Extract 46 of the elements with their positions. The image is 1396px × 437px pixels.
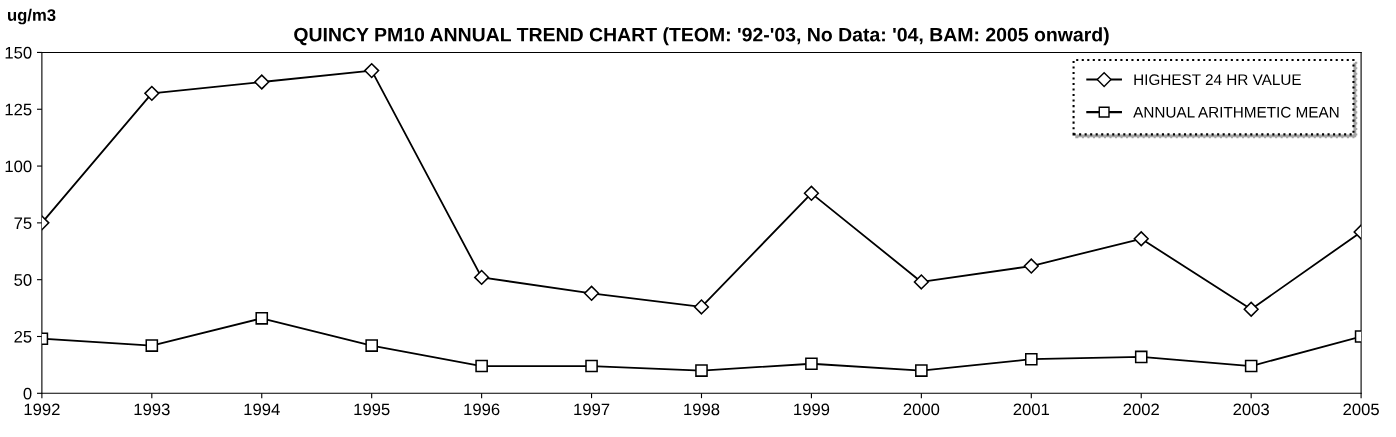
legend-label: ANNUAL ARITHMETIC MEAN [1133, 106, 1339, 118]
point [473, 269, 490, 286]
y-axis-title: ug/m3 [8, 8, 56, 25]
y-tick-label: 25 [14, 330, 32, 343]
x-tick-label: 1996 [464, 403, 500, 416]
point [695, 364, 708, 377]
point [1243, 301, 1259, 317]
y-tick-label: 75 [14, 217, 32, 230]
x-tick-label: 1993 [134, 403, 170, 416]
point [805, 357, 818, 371]
x-tick-label: 1992 [24, 403, 60, 416]
x-tick-label: 2000 [903, 403, 940, 416]
point [1023, 258, 1039, 274]
x-tick-label: 1999 [794, 403, 830, 416]
point [255, 311, 269, 325]
legend-label: HIGHEST 24 HR VALUE [1134, 74, 1301, 86]
x-tick-label: 2005 [1343, 403, 1379, 416]
point [1134, 350, 1148, 364]
point [475, 359, 488, 373]
point [1133, 231, 1149, 247]
x-tick-label: 2002 [1123, 403, 1159, 416]
x-tick-label: 1998 [684, 403, 720, 416]
point [803, 185, 820, 201]
y-tick-label: 50 [14, 274, 32, 286]
point [1024, 352, 1038, 366]
point [1244, 359, 1258, 373]
y-tick-label: 0 [23, 387, 32, 400]
point [364, 62, 380, 79]
point [585, 359, 598, 373]
y-tick-label: 150 [5, 46, 32, 59]
y-tick-label: 125 [5, 103, 32, 116]
x-tick-label: 1995 [354, 403, 390, 416]
point [915, 364, 928, 377]
x-tick-label: 1994 [244, 403, 280, 416]
point [145, 339, 159, 352]
x-tick-label: 1997 [574, 403, 610, 416]
point [365, 339, 379, 352]
chart-title: QUINCY PM10 ANNUAL TREND CHART (TEOM: '92-'03, No Data: '04, BAM: 2005 onward) [294, 27, 1109, 46]
point [144, 85, 160, 101]
point [583, 285, 600, 301]
point [693, 299, 710, 315]
point [913, 274, 929, 290]
x-tick-label: 2003 [1233, 403, 1269, 416]
point [254, 74, 270, 90]
x-tick-label: 2001 [1013, 403, 1050, 416]
y-tick-label: 100 [5, 160, 32, 173]
